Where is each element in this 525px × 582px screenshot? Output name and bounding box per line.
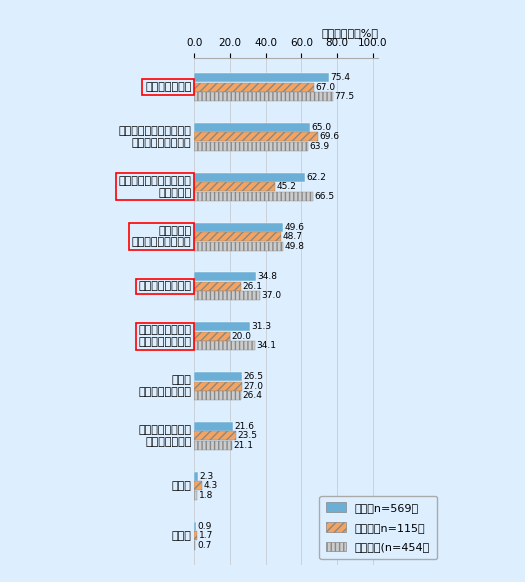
Bar	[194, 531, 197, 540]
Text: 2.3: 2.3	[200, 472, 214, 481]
Text: 45.2: 45.2	[276, 182, 296, 191]
Bar	[194, 541, 195, 549]
Text: 69.6: 69.6	[320, 133, 340, 141]
Text: 顧客ニーズを直接
聞くことができる: 顧客ニーズを直接 聞くことができる	[139, 325, 192, 347]
Text: 77.5: 77.5	[334, 92, 354, 101]
Text: 23.5: 23.5	[238, 431, 258, 441]
Bar	[194, 173, 305, 182]
Text: より多くの国・地域での
販売が可能: より多くの国・地域での 販売が可能	[119, 176, 192, 197]
Text: 62.2: 62.2	[307, 173, 327, 182]
Bar	[194, 391, 242, 400]
Text: 37.0: 37.0	[261, 292, 282, 300]
Bar	[194, 191, 313, 201]
Legend: 全体（n=569）, 大企業（n=115）, 中小企業(n=454）: 全体（n=569）, 大企業（n=115）, 中小企業(n=454）	[319, 495, 437, 559]
Text: 31.3: 31.3	[251, 322, 271, 331]
Text: 従来より低価格で
直接販売が可能: 従来より低価格で 直接販売が可能	[139, 425, 192, 447]
Text: 63.9: 63.9	[310, 142, 330, 151]
Text: 49.8: 49.8	[285, 242, 304, 251]
Text: 75.4: 75.4	[330, 73, 350, 82]
Text: 48.7: 48.7	[282, 232, 302, 241]
Bar	[194, 92, 332, 101]
Bar	[194, 292, 260, 300]
Bar	[194, 332, 230, 341]
Bar	[194, 223, 283, 232]
Text: 27.0: 27.0	[244, 382, 264, 391]
Text: 26.1: 26.1	[242, 282, 262, 291]
Text: 65.0: 65.0	[312, 123, 332, 132]
Text: （複数回答、%）: （複数回答、%）	[321, 28, 378, 38]
Text: 26.4: 26.4	[243, 391, 262, 400]
Text: 34.1: 34.1	[257, 341, 277, 350]
Text: 67.0: 67.0	[315, 83, 335, 91]
Bar	[194, 341, 255, 350]
Text: 売り上げの増加: 売り上げの増加	[145, 82, 192, 92]
Text: 49.6: 49.6	[284, 223, 304, 232]
Text: 20.0: 20.0	[232, 332, 251, 341]
Text: 4.3: 4.3	[203, 481, 217, 490]
Text: 消費者への
アプローチの多様化: 消費者への アプローチの多様化	[132, 226, 192, 247]
Text: 0.9: 0.9	[197, 521, 212, 531]
Bar	[194, 431, 236, 441]
Text: 0.7: 0.7	[197, 541, 211, 549]
Text: 1.7: 1.7	[198, 531, 213, 540]
Bar	[194, 441, 232, 450]
Bar	[194, 481, 202, 490]
Bar	[194, 491, 197, 500]
Bar	[194, 142, 308, 151]
Text: 詳細な
顧客データの入手: 詳細な 顧客データの入手	[139, 375, 192, 397]
Text: 無回答: 無回答	[172, 531, 192, 541]
Bar	[194, 242, 283, 251]
Bar	[194, 83, 314, 91]
Text: 66.5: 66.5	[314, 191, 334, 201]
Text: その他: その他	[172, 481, 192, 491]
Text: 自社認知度の向上: 自社認知度の向上	[139, 282, 192, 292]
Bar	[194, 73, 329, 82]
Bar	[194, 422, 233, 431]
Bar	[194, 272, 256, 282]
Bar	[194, 282, 241, 291]
Bar	[194, 521, 196, 531]
Bar	[194, 123, 310, 132]
Bar	[194, 322, 250, 331]
Bar	[194, 372, 242, 381]
Text: 34.8: 34.8	[258, 272, 278, 282]
Bar	[194, 133, 319, 141]
Bar	[194, 382, 243, 391]
Text: 従来より幅広い顧客層を
ターゲットにできる: 従来より幅広い顧客層を ターゲットにできる	[119, 126, 192, 148]
Text: 21.6: 21.6	[234, 422, 254, 431]
Text: 1.8: 1.8	[199, 491, 213, 500]
Text: 26.5: 26.5	[243, 372, 263, 381]
Bar	[194, 182, 275, 191]
Bar	[194, 232, 281, 241]
Bar	[194, 472, 198, 481]
Text: 21.1: 21.1	[233, 441, 254, 450]
